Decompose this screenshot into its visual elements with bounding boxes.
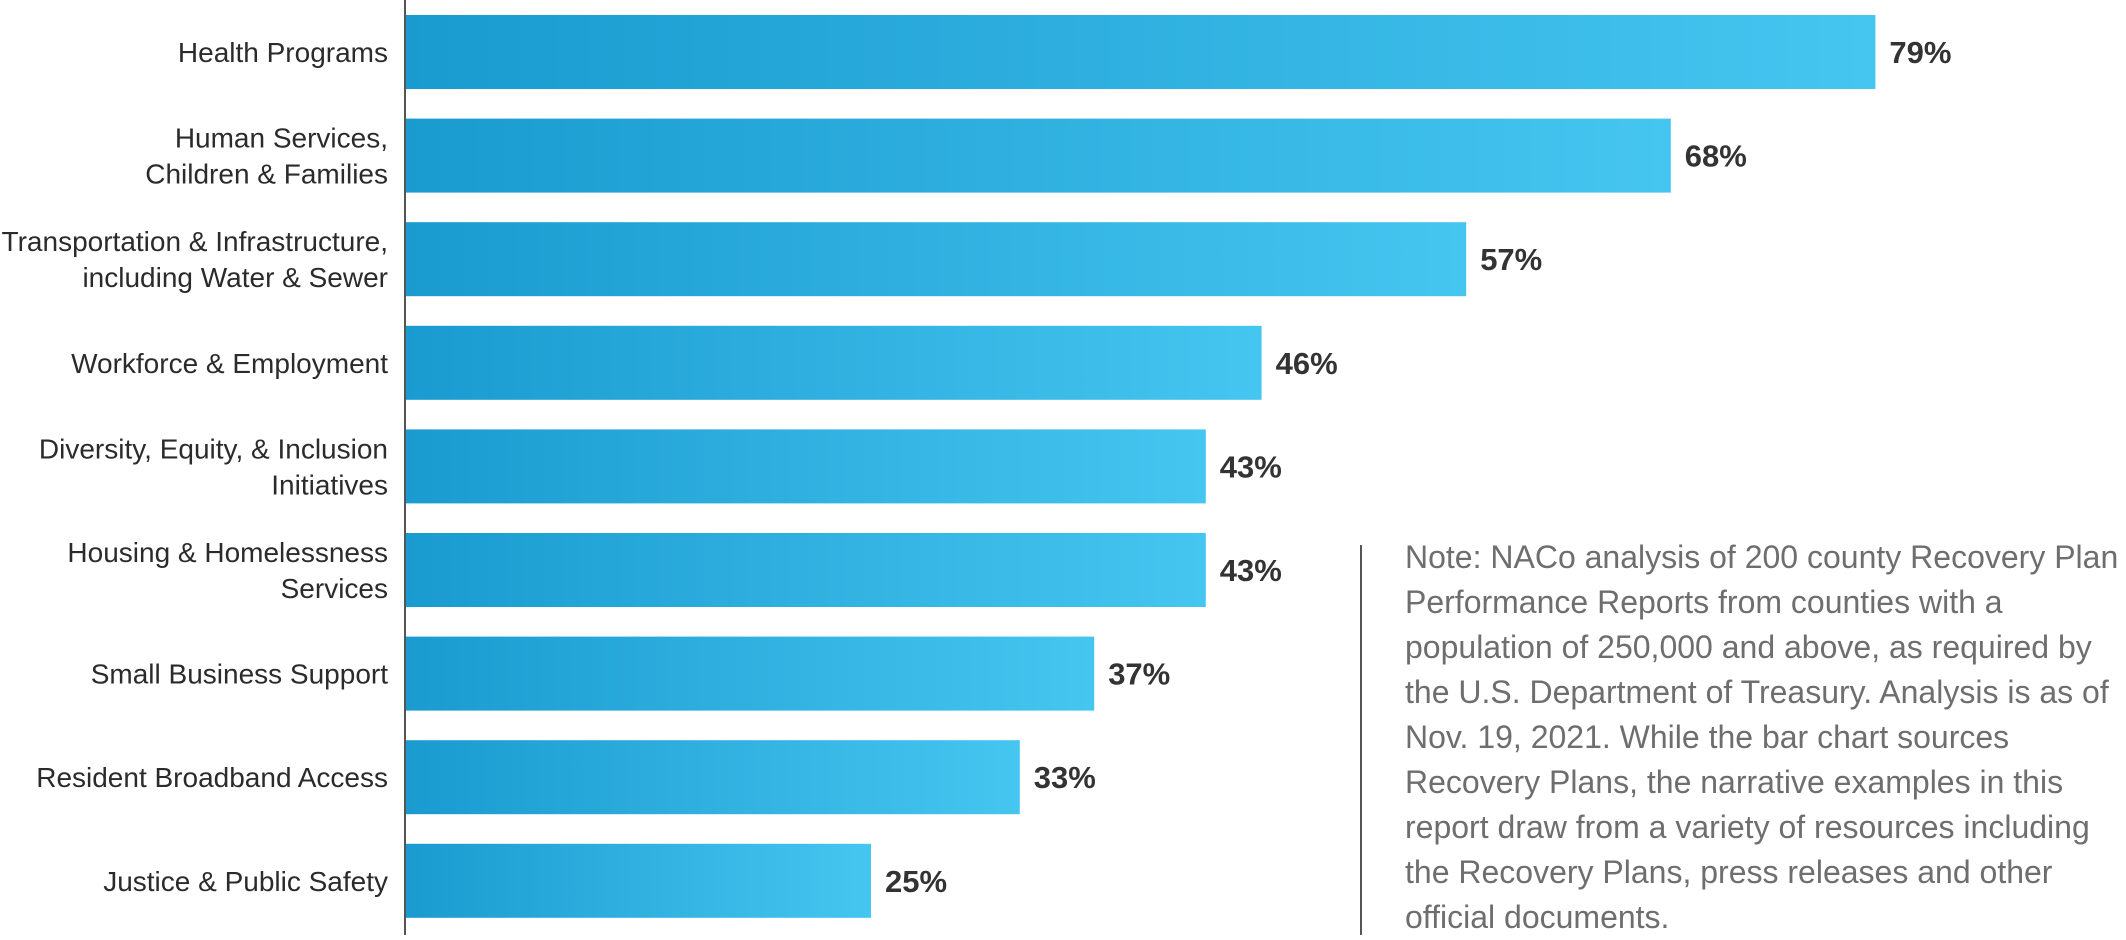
- category-label: Housing & Homelessness Services: [67, 537, 388, 604]
- bars-layer: 79% Health Programs 68% Human Services, Chil…: [2, 15, 1951, 918]
- category-label-line: Resident Broadband Access: [36, 762, 388, 793]
- category-label: Health Programs: [178, 37, 388, 68]
- bar-value-label: 43%: [1220, 449, 1282, 484]
- category-label-line: Human Services,: [175, 123, 388, 154]
- category-label: Justice & Public Safety: [103, 866, 388, 897]
- bar-value-label: 25%: [885, 864, 947, 899]
- bar: [406, 533, 1206, 607]
- bar: [406, 740, 1020, 815]
- bar: [406, 222, 1467, 297]
- bar: [406, 429, 1206, 504]
- bar-value-label: 68%: [1685, 139, 1747, 174]
- bar: [406, 843, 871, 918]
- category-label: Human Services, Children & Families: [145, 123, 388, 190]
- bar: [406, 325, 1262, 400]
- category-label-line: Diversity, Equity, & Inclusion: [39, 433, 388, 464]
- note-divider: [1360, 545, 1362, 935]
- footnote-text: Note: NACo analysis of 200 county Recove…: [1405, 539, 2119, 935]
- bar-value-label: 37%: [1108, 657, 1170, 692]
- bar-value-label: 33%: [1034, 760, 1096, 795]
- category-label: Diversity, Equity, & Inclusion Initiative…: [39, 433, 388, 500]
- category-label-line: Services: [281, 573, 388, 604]
- bar: [406, 636, 1095, 711]
- bar-value-label: 57%: [1480, 242, 1542, 277]
- category-label-line: Initiatives: [271, 469, 388, 500]
- bar: [406, 118, 1671, 193]
- bar-value-label: 43%: [1220, 553, 1282, 588]
- category-label: Transportation & Infrastructure, includin…: [2, 226, 388, 293]
- bar: [406, 15, 1876, 89]
- category-label-line: Justice & Public Safety: [103, 866, 388, 897]
- category-label-line: Small Business Support: [91, 659, 388, 690]
- category-label-line: Transportation & Infrastructure,: [2, 226, 388, 257]
- category-label-line: Workforce & Employment: [71, 348, 388, 379]
- category-label: Resident Broadband Access: [36, 762, 388, 793]
- category-label-line: including Water & Sewer: [82, 262, 388, 293]
- category-label-line: Housing & Homelessness: [67, 537, 388, 568]
- category-label-line: Health Programs: [178, 37, 388, 68]
- bar-value-label: 46%: [1276, 346, 1338, 381]
- category-label: Small Business Support: [91, 659, 388, 690]
- category-label: Workforce & Employment: [71, 348, 388, 379]
- bar-value-label: 79%: [1889, 35, 1951, 70]
- category-label-line: Children & Families: [145, 159, 388, 190]
